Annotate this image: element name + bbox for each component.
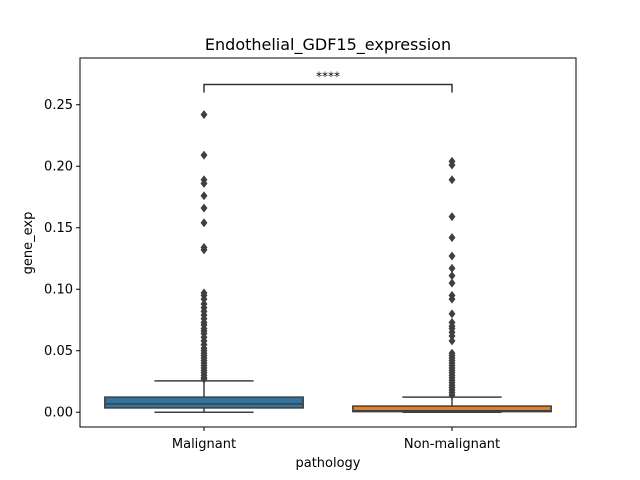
plot-frame [79,57,577,428]
y-axis-label: gene_exp [21,212,36,275]
outlier-point [448,309,456,319]
outlier-point [448,212,456,222]
iqr-box [104,396,304,409]
y-tick-label: 0.25 [44,98,73,113]
outlier-point [448,336,456,346]
x-tick-label: Non-malignant [404,437,500,452]
y-tick-label: 0.10 [44,283,73,298]
x-tick-label: Malignant [172,437,236,452]
box-malignant [104,110,304,413]
outlier-point [448,251,456,261]
y-tick-label: 0.15 [44,221,73,236]
iqr-box [352,405,552,413]
significance-bracket [203,83,453,93]
x-axis-label: pathology [295,456,360,471]
outlier-point [200,374,208,384]
x-axis: Malignant Non-malignant [172,427,500,452]
plot-area: **** [104,69,552,413]
outlier-point [448,294,456,304]
outlier-point [200,191,208,201]
outlier-point [200,218,208,228]
outlier-point [200,178,208,189]
outlier-point [448,233,456,243]
significance-label: **** [316,69,340,83]
outlier-point [200,150,208,160]
outlier-point [448,175,456,185]
y-tick-label: 0.05 [44,344,73,359]
outlier-point [200,203,208,213]
outlier-point [448,278,456,288]
y-tick-label: 0.20 [44,160,73,175]
y-tick-label: 0.00 [44,406,73,421]
outlier-point [200,110,208,120]
outlier-point [200,245,208,255]
outlier-point [448,390,456,400]
outlier-point [448,160,456,170]
y-axis: 0.00 0.05 0.10 0.15 0.20 0.25 [44,98,80,421]
box-non-malignant [352,156,552,413]
chart-title: Endothelial_GDF15_expression [205,35,451,55]
